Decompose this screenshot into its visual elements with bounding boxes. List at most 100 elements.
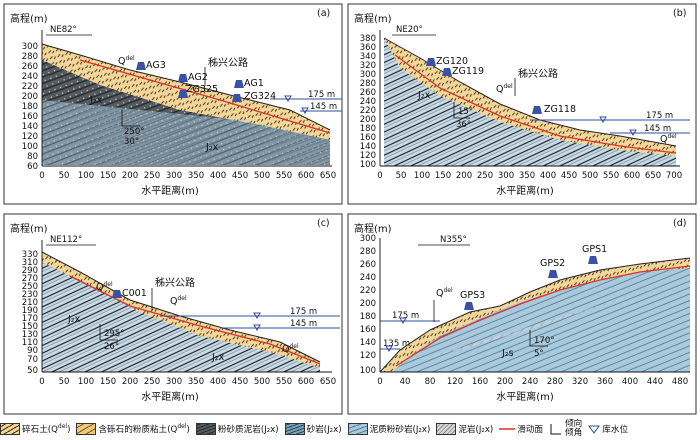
panel-b-ytick: 180 xyxy=(360,124,376,134)
panel-d-ytick: 160 xyxy=(360,325,376,335)
panel-a-xtick: 0 xyxy=(39,171,44,181)
legend-label: 粉砂质泥岩(J₂x) xyxy=(217,425,279,435)
panel-b-id: (b) xyxy=(673,8,686,19)
panel-a-dip-symbol xyxy=(121,110,140,127)
panel-a-dip-dir: 250° xyxy=(124,127,144,137)
panel-c-ytick: 230 xyxy=(22,290,38,300)
panel-d-dip-dir: 170° xyxy=(534,336,554,346)
panel-a-ytick: 60 xyxy=(27,162,38,172)
panel-a-xtick: 300 xyxy=(166,171,182,181)
legend-swatch-gravel xyxy=(0,423,20,435)
panel-c-ytick: 290 xyxy=(22,266,38,276)
panel-c-bh-c001: C001 xyxy=(122,288,147,299)
panel-c-ytick: 150 xyxy=(22,322,38,332)
panel-a-ytick: 220 xyxy=(22,82,38,92)
panel-b-qdel: Qdel xyxy=(496,83,513,95)
panel-d-dip-angle: 5° xyxy=(534,349,544,359)
panel-c-xtick: 200 xyxy=(122,377,138,387)
panel-c-direction: NE112° xyxy=(50,235,82,245)
panel-d-xtick: 200 xyxy=(497,377,513,387)
dip-symbol-icon xyxy=(550,424,562,435)
panel-d-ytick: 180 xyxy=(360,312,376,322)
panel-d-direction: N355° xyxy=(440,235,467,245)
panel-d-borehole-gps3 xyxy=(464,302,474,310)
legend-swatch-siltstone xyxy=(347,423,368,435)
panel-b-ytick: 340 xyxy=(360,52,376,62)
panel-c-ytick: 250 xyxy=(22,282,38,292)
panel-d-xtick: 240 xyxy=(522,377,538,387)
panel-c-ytick: 310 xyxy=(22,258,38,268)
panel-b-xlabel: 水平距离(m) xyxy=(496,184,554,197)
panel-d-dip-symbol xyxy=(529,330,548,347)
panel-d-xtick: 320 xyxy=(572,377,588,387)
panel-c-xtick: 400 xyxy=(210,377,226,387)
panel-a-xtick: 200 xyxy=(122,171,138,181)
panel-b-xtick: 650 xyxy=(645,171,661,181)
panel-c-level-145: 145 m xyxy=(290,319,317,329)
panel-b-level-145: 145 m xyxy=(644,124,671,134)
panel-b-dip-symbol xyxy=(453,102,470,119)
panel-a-ytick: 180 xyxy=(22,102,38,112)
panel-b-xtick: 300 xyxy=(498,171,514,181)
panel-a-ytick: 80 xyxy=(27,152,38,162)
water-level-icon xyxy=(588,425,601,434)
panel-d-xtick: 0 xyxy=(377,377,382,387)
panel-d-ytick: 100 xyxy=(360,366,376,376)
panel-c-dip-dir: 295° xyxy=(104,329,124,339)
panel-c-ytick: 190 xyxy=(22,306,38,316)
panel-c-xtick: 600 xyxy=(298,377,314,387)
panel-c-xtick: 650 xyxy=(320,377,336,387)
panel-d-bh-gps2: GPS2 xyxy=(540,258,565,269)
panel-c-xtick: 300 xyxy=(166,377,182,387)
panel-b-ytick: 380 xyxy=(360,34,376,44)
panel-a-xtick: 650 xyxy=(320,171,336,181)
panel-c-borehole-c001 xyxy=(112,290,122,298)
panel-b-ytick: 280 xyxy=(360,79,376,89)
panel-d-ylabel: 高程(m) xyxy=(354,222,392,235)
panel-a-bh-ag1: AG1 xyxy=(244,78,264,89)
panel-d-rock xyxy=(380,258,690,372)
panel-c-stratum-2: J₂x xyxy=(211,352,225,363)
panel-a-plot: 175 m 145 m AG3 AG2 ZG325 AG1 ZG324 Qdel… xyxy=(41,25,342,165)
panel-d-xtick: 80 xyxy=(425,377,436,387)
panel-a-qdel: Qdel xyxy=(118,55,135,67)
panel-b-ytick: 300 xyxy=(360,70,376,80)
panel-d-ytick: 260 xyxy=(360,260,376,270)
panel-c-xtick: 100 xyxy=(78,377,94,387)
panel-d-water-marker-2 xyxy=(385,345,393,352)
panel-a-xtick: 400 xyxy=(210,171,226,181)
panel-b-ytick: 200 xyxy=(360,115,376,125)
panel-b-water-marker xyxy=(599,116,607,123)
panel-a-xticks: 0 50 100 150 200 250 300 350 400 450 500… xyxy=(39,171,336,181)
panel-b-xtick: 150 xyxy=(435,171,451,181)
panel-a-xtick: 150 xyxy=(100,171,116,181)
panel-c-ytick: 50 xyxy=(27,366,38,376)
panel-a-slip-surface xyxy=(79,59,331,134)
panel-a-level-175: 175 m xyxy=(308,90,335,100)
panel-a-xtick: 600 xyxy=(298,171,314,181)
panel-a-ylabel: 高程(m) xyxy=(10,12,48,25)
panel-c-level-175: 175 m xyxy=(290,307,317,317)
legend: 碎石土(Qdel) 含砾石的粉质粘土(Qdel) 粉砂质泥岩(J₂x) 砂岩(J… xyxy=(0,418,700,440)
legend-label: 含砾石的粉质粘土(Qdel) xyxy=(98,423,190,435)
panel-a-borehole-zg324 xyxy=(232,94,242,102)
panel-b-borehole-zg119 xyxy=(442,68,452,76)
panel-c-xtick: 450 xyxy=(232,377,248,387)
panel-b-xtick: 700 xyxy=(666,171,682,181)
panel-a-xlabel: 水平距离(m) xyxy=(141,184,199,197)
panel-b-yticks: 380 360 340 320 300 280 260 240 220 200 … xyxy=(360,34,376,170)
panel-d-ytick: 120 xyxy=(360,351,376,361)
panel-b-ytick: 140 xyxy=(360,142,376,152)
panel-b-ylabel: 高程(m) xyxy=(354,12,392,25)
legend-label: 倾向 xyxy=(565,419,583,429)
figure-canvas: 高程(m) (a) 175 m 145 m AG3 AG2 ZG325 xyxy=(3,3,697,415)
panel-d-xticks: 0 40 80 120 160 200 240 280 320 360 400 … xyxy=(377,377,688,387)
panel-b-xtick: 450 xyxy=(561,171,577,181)
panel-a-ytick: 120 xyxy=(22,132,38,142)
panel-b-qdel-2: Qdel xyxy=(660,133,677,145)
panel-d-borehole-gps1 xyxy=(588,256,598,264)
legend-swatch-silty-mudstone xyxy=(195,423,216,435)
panel-a-borehole-ag1 xyxy=(234,80,244,88)
panel-d-ytick: 200 xyxy=(360,299,376,309)
panel-c: 高程(m) (c) 175 m 145 m C001 Qdel Qdel Qde… xyxy=(3,213,343,415)
